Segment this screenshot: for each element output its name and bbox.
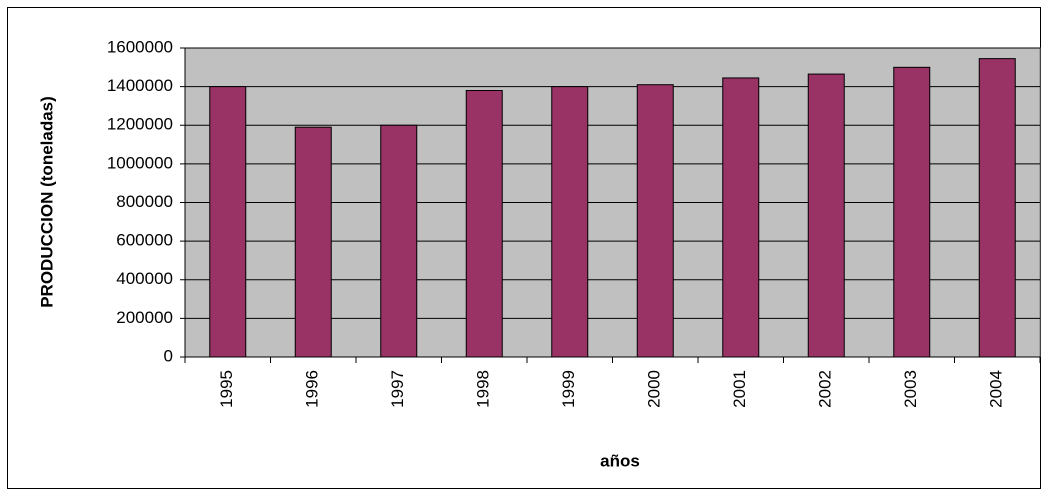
y-tick-label: 1200000 xyxy=(107,115,173,134)
x-tick-label: 1997 xyxy=(388,370,407,408)
bar xyxy=(722,77,760,358)
y-tick-label: 200000 xyxy=(116,308,173,327)
bar xyxy=(209,86,247,358)
x-tick-label: 2001 xyxy=(730,370,749,408)
y-tick-label: 0 xyxy=(164,346,173,365)
y-tick-label: 600000 xyxy=(116,231,173,250)
bar xyxy=(636,84,674,358)
bar xyxy=(465,89,503,358)
x-tick-label: 2003 xyxy=(901,370,920,408)
x-tick-label: 1998 xyxy=(474,370,493,408)
x-tick-label: 2004 xyxy=(987,370,1006,408)
bar xyxy=(807,73,845,358)
x-axis-title: años xyxy=(600,451,640,470)
y-tick-label: 1000000 xyxy=(107,153,173,172)
y-tick-label: 1400000 xyxy=(107,76,173,95)
x-tick-label: 2002 xyxy=(816,370,835,408)
bar xyxy=(978,58,1016,358)
y-tick-label: 800000 xyxy=(116,192,173,211)
y-tick-label: 1600000 xyxy=(107,37,173,56)
y-tick-label: 400000 xyxy=(116,269,173,288)
x-tick-label: 1996 xyxy=(303,370,322,408)
bar xyxy=(380,124,418,358)
x-tick-label: 1995 xyxy=(217,370,236,408)
y-axis-title: PRODUCCION (toneladas) xyxy=(37,96,56,308)
bar xyxy=(893,66,931,358)
bar xyxy=(551,86,589,358)
bar xyxy=(294,126,332,358)
x-tick-label: 1999 xyxy=(559,370,578,408)
x-tick-label: 2000 xyxy=(645,370,664,408)
